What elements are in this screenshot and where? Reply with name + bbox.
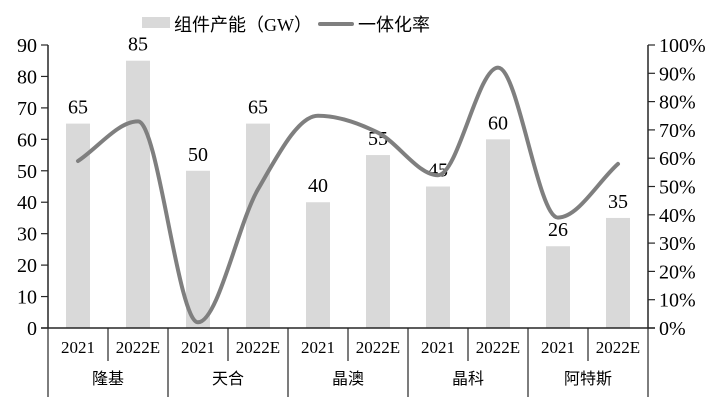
year-label: 2021	[421, 338, 455, 357]
bar-series-legend-label: 组件产能（GW）	[174, 15, 312, 35]
year-label: 2022E	[476, 338, 520, 357]
bar	[486, 139, 510, 328]
bar	[426, 186, 450, 328]
y-axis-left-tick-label: 30	[17, 224, 37, 246]
bar-value-label: 26	[548, 219, 568, 241]
group-label: 晶澳	[332, 370, 364, 388]
y-axis-right-tick-label: 80%	[659, 92, 696, 114]
y-axis-right-tick-label: 40%	[659, 205, 696, 227]
y-axis-left-tick-label: 40	[17, 192, 37, 214]
bar	[126, 60, 150, 328]
integration-rate-line	[76, 65, 620, 325]
y-axis-left-tick-label: 10	[17, 287, 37, 309]
year-label: 2021	[541, 338, 575, 357]
bar-value-label: 65	[68, 97, 88, 119]
legend: 组件产能（GW） 一体化率	[142, 15, 430, 35]
y-axis-right-tick-label: 70%	[659, 120, 696, 142]
bar-value-label: 60	[488, 112, 508, 134]
group-label: 天合	[212, 370, 244, 388]
year-label: 2021	[301, 338, 335, 357]
bar-value-label: 40	[308, 175, 328, 197]
y-axis-right-tick-label: 10%	[659, 290, 696, 312]
bar	[306, 202, 330, 328]
bar	[546, 246, 570, 328]
year-label: 2022E	[596, 338, 640, 357]
group-label: 晶科	[452, 370, 484, 388]
y-axis-right-tick-label: 50%	[659, 177, 696, 199]
y-axis-right-tick-label: 60%	[659, 148, 696, 170]
bar	[366, 155, 390, 328]
plot-area: 6585506540554560263501020304050607080900…	[17, 34, 706, 397]
year-label: 2022E	[236, 338, 280, 357]
bar	[606, 217, 630, 328]
bar	[66, 123, 90, 328]
line-series-legend-label: 一体化率	[358, 15, 430, 35]
y-axis-left-tick-label: 50	[17, 161, 37, 183]
bar-value-label: 65	[248, 97, 268, 119]
y-axis-left-tick-label: 90	[17, 35, 37, 57]
bar	[186, 170, 210, 328]
bar-value-label: 50	[188, 144, 208, 166]
bar-series-swatch	[142, 17, 170, 28]
year-label: 2021	[61, 338, 95, 357]
bar	[246, 123, 270, 328]
y-axis-left-tick-label: 80	[17, 66, 37, 88]
y-axis-right-tick-label: 30%	[659, 233, 696, 255]
y-axis-left-tick-label: 20	[17, 255, 37, 277]
y-axis-right-tick-label: 0%	[659, 318, 686, 340]
year-label: 2022E	[116, 338, 160, 357]
group-label: 隆基	[92, 370, 124, 388]
group-label: 阿特斯	[564, 370, 612, 388]
y-axis-right-tick-label: 90%	[659, 63, 696, 85]
y-axis-right-tick-label: 100%	[659, 35, 706, 57]
y-axis-left-tick-label: 0	[27, 318, 37, 340]
year-label: 2022E	[356, 338, 400, 357]
year-label: 2021	[181, 338, 215, 357]
bar-value-label: 85	[128, 34, 148, 56]
y-axis-right-tick-label: 20%	[659, 261, 696, 283]
y-axis-left-tick-label: 60	[17, 129, 37, 151]
bar-value-label: 35	[608, 191, 628, 213]
y-axis-left-tick-label: 70	[17, 98, 37, 120]
